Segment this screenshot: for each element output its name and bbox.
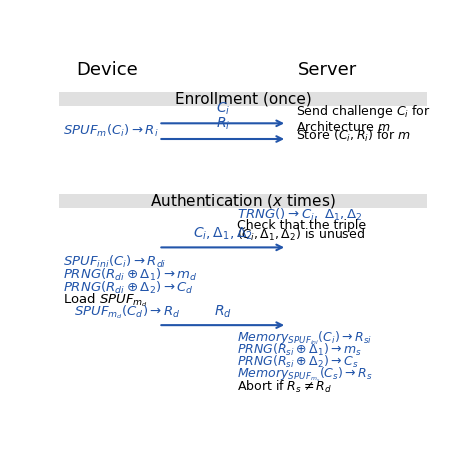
Text: $(C_i, \Delta_1, \Delta_2)$ is unused: $(C_i, \Delta_1, \Delta_2)$ is unused <box>237 228 365 244</box>
Text: $R_d$: $R_d$ <box>214 303 232 319</box>
Text: Device: Device <box>76 61 138 79</box>
Bar <box>59 194 427 208</box>
Text: $TRNG() \rightarrow C_i,\ \Delta_1, \Delta_2$: $TRNG() \rightarrow C_i,\ \Delta_1, \Del… <box>237 207 363 223</box>
Text: $C_i$: $C_i$ <box>216 100 230 117</box>
Text: Check that the triple: Check that the triple <box>237 219 366 232</box>
Text: Abort if $R_s \neq R_d$: Abort if $R_s \neq R_d$ <box>237 378 333 394</box>
Text: $PRNG(R_{si} \oplus \Delta_1) \rightarrow m_s$: $PRNG(R_{si} \oplus \Delta_1) \rightarro… <box>237 342 362 358</box>
Text: Load $SPUF_{m_d}$: Load $SPUF_{m_d}$ <box>63 292 148 309</box>
Text: Architecture $m$: Architecture $m$ <box>296 119 391 134</box>
Text: $PRNG(R_{si} \oplus \Delta_2) \rightarrow C_s$: $PRNG(R_{si} \oplus \Delta_2) \rightarro… <box>237 354 359 370</box>
Text: $PRNG(R_{di} \oplus \Delta_1) \rightarrow m_d$: $PRNG(R_{di} \oplus \Delta_1) \rightarro… <box>63 267 198 283</box>
Text: $SPUF_{m_d}(C_d) \rightarrow R_d$: $SPUF_{m_d}(C_d) \rightarrow R_d$ <box>74 303 181 321</box>
Text: $SPUF_m(C_i) \rightarrow R_i$: $SPUF_m(C_i) \rightarrow R_i$ <box>63 123 158 139</box>
Text: Store $(C_i, R_i)$ for $m$: Store $(C_i, R_i)$ for $m$ <box>296 128 411 144</box>
Text: Server: Server <box>298 61 357 79</box>
Text: $SPUF_{ini}(C_i) \rightarrow R_{di}$: $SPUF_{ini}(C_i) \rightarrow R_{di}$ <box>63 254 166 270</box>
Text: Enrollment (once): Enrollment (once) <box>174 91 311 106</box>
Text: Send challenge $C_i$ for: Send challenge $C_i$ for <box>296 103 431 120</box>
Text: $PRNG(R_{di} \oplus \Delta_2) \rightarrow C_d$: $PRNG(R_{di} \oplus \Delta_2) \rightarro… <box>63 280 194 296</box>
Text: $Memory_{SPUF_{ini}}(C_i) \rightarrow R_{si}$: $Memory_{SPUF_{ini}}(C_i) \rightarrow R_… <box>237 330 373 347</box>
Bar <box>59 92 427 106</box>
Text: $Memory_{SPUF_{m_s}}(C_s) \rightarrow R_s$: $Memory_{SPUF_{m_s}}(C_s) \rightarrow R_… <box>237 365 374 384</box>
Text: Authentication ($x$ times): Authentication ($x$ times) <box>150 192 336 210</box>
Text: $R_i$: $R_i$ <box>216 116 230 132</box>
Text: $C_i, \Delta_1, \Delta_2$: $C_i, \Delta_1, \Delta_2$ <box>193 226 253 242</box>
